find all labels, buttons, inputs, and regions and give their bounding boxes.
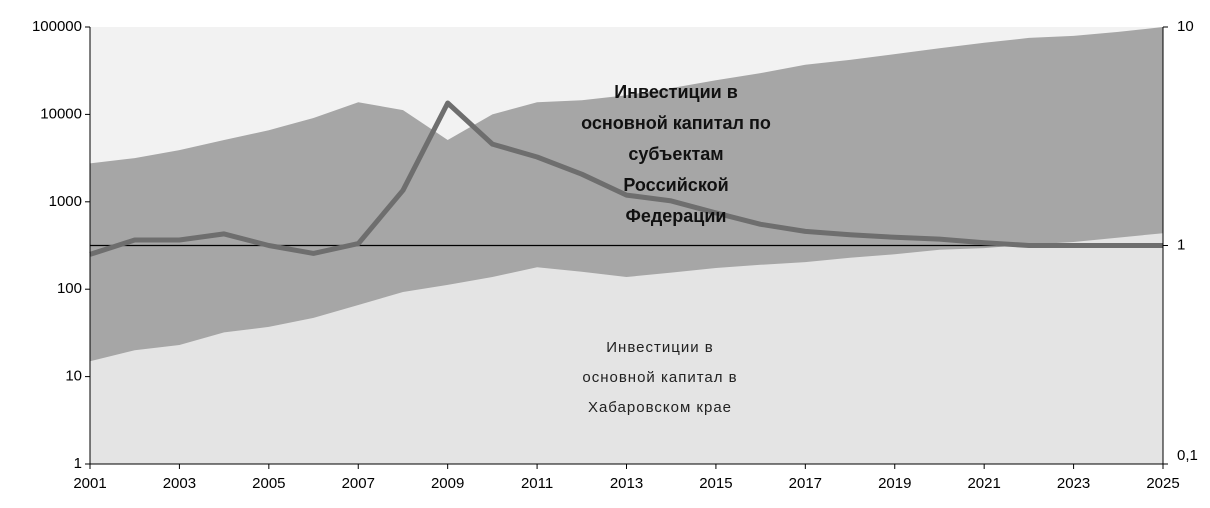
x-tick-label: 2013	[610, 475, 643, 492]
y-tick-label: 10000	[40, 105, 82, 122]
x-tick-label: 2017	[789, 475, 822, 492]
y-tick-label: 100000	[32, 18, 82, 35]
y-tick-label: 1000	[49, 193, 82, 210]
y-tick-label: 10	[65, 368, 82, 385]
annotation: Хабаровском крае	[588, 399, 732, 416]
x-tick-label: 2023	[1057, 475, 1090, 492]
line	[89, 100, 1163, 257]
x-tick-label: 2003	[163, 475, 196, 492]
x-tick-label: 2025	[1146, 475, 1179, 492]
area	[90, 233, 1163, 464]
x-tick-label: 2011	[521, 475, 553, 492]
y-tick-label: 1	[74, 455, 82, 472]
annotation: Инвестиции в	[614, 82, 738, 102]
y2-tick-label: 1	[1177, 236, 1185, 253]
y-tick-label: 100	[57, 280, 82, 297]
x-tick-label: 2015	[699, 475, 732, 492]
x-tick-label: 2009	[431, 475, 464, 492]
annotation: Инвестиции в	[606, 339, 713, 356]
annotation: Российской	[623, 175, 728, 195]
y2-tick-label: 0,1	[1177, 447, 1198, 464]
annotation: основной капитал в	[582, 369, 737, 386]
x-tick-label: 2007	[342, 475, 375, 492]
annotation: основной капитал по	[581, 113, 771, 133]
x-tick-label: 2005	[252, 475, 285, 492]
x-tick-label: 2019	[878, 475, 911, 492]
x-tick-label: 2021	[967, 475, 1000, 492]
y2-tick-label: 10	[1177, 18, 1194, 35]
annotation: субъектам	[628, 144, 723, 164]
x-tick-label: 2001	[73, 475, 106, 492]
annotation: Федерации	[625, 206, 726, 226]
